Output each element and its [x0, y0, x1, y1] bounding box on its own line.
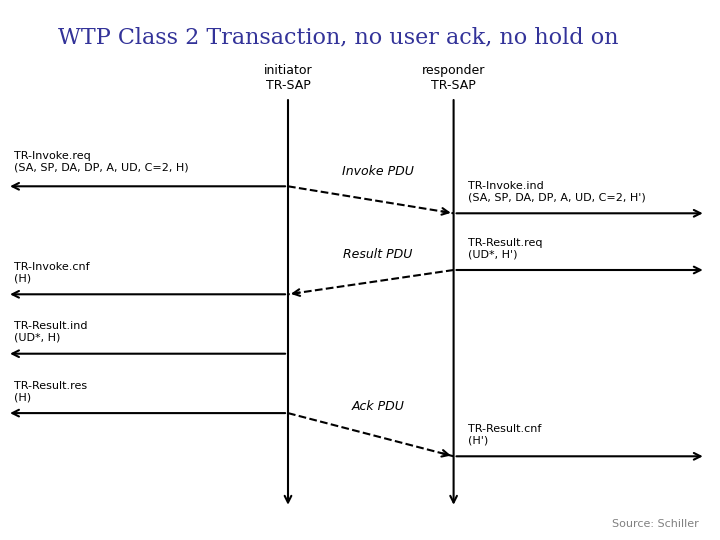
Text: TR-Result.res
(H): TR-Result.res (H): [14, 381, 88, 402]
Text: Source: Schiller: Source: Schiller: [612, 519, 698, 529]
Text: WTP Class 2 Transaction, no user ack, no hold on: WTP Class 2 Transaction, no user ack, no…: [58, 27, 618, 49]
Text: Invoke PDU: Invoke PDU: [342, 165, 414, 178]
Text: TR-Invoke.cnf
(H): TR-Invoke.cnf (H): [14, 262, 90, 284]
Text: Ack PDU: Ack PDU: [351, 400, 405, 413]
Text: Result PDU: Result PDU: [343, 247, 413, 260]
Text: TR-Result.cnf
(H'): TR-Result.cnf (H'): [468, 424, 541, 446]
Text: TR-Result.req
(UD*, H'): TR-Result.req (UD*, H'): [468, 238, 542, 259]
Text: initiator
TR-SAP: initiator TR-SAP: [264, 64, 312, 92]
Text: responder
TR-SAP: responder TR-SAP: [422, 64, 485, 92]
Text: TR-Result.ind
(UD*, H): TR-Result.ind (UD*, H): [14, 321, 88, 343]
Text: TR-Invoke.req
(SA, SP, DA, DP, A, UD, C=2, H): TR-Invoke.req (SA, SP, DA, DP, A, UD, C=…: [14, 151, 189, 173]
Text: TR-Invoke.ind
(SA, SP, DA, DP, A, UD, C=2, H'): TR-Invoke.ind (SA, SP, DA, DP, A, UD, C=…: [468, 181, 646, 202]
